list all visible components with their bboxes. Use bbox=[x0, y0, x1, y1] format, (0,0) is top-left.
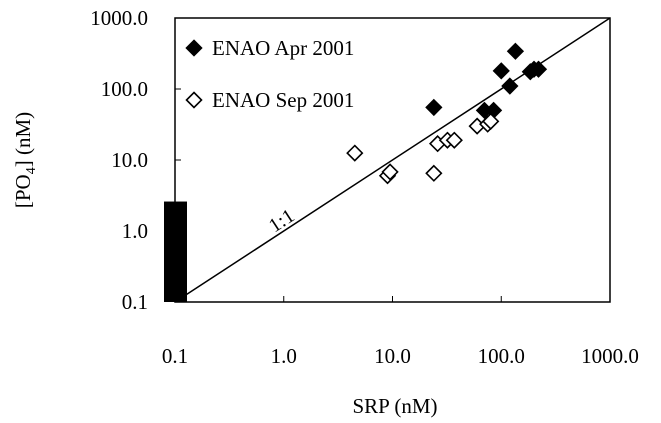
legend-marker-sep-2001 bbox=[185, 91, 203, 109]
y-tick-label: 1000.0 bbox=[90, 6, 148, 30]
x-tick-label: 0.1 bbox=[162, 344, 188, 368]
x-tick-label: 10.0 bbox=[374, 344, 411, 368]
apr-2001-point bbox=[492, 62, 510, 80]
x-axis-title: SRP (nM) bbox=[353, 394, 438, 418]
sep-2001-point bbox=[445, 131, 463, 149]
legend-entry-apr-2001: ENAO Apr 2001 bbox=[212, 36, 354, 60]
y-axis-title-main: [PO bbox=[11, 174, 35, 208]
y-tick-label: 0.1 bbox=[122, 290, 148, 314]
y-axis-title-tail: ] (nM) bbox=[11, 112, 35, 167]
apr-2001-point bbox=[425, 98, 443, 117]
y-tick-label: 100.0 bbox=[101, 77, 148, 101]
sep-2001-point bbox=[482, 112, 500, 131]
y-tick-label: 10.0 bbox=[111, 148, 148, 172]
apr-2001-point bbox=[529, 60, 548, 78]
y-tick-label: 1.0 bbox=[122, 219, 148, 243]
one-to-one-line bbox=[174, 17, 611, 303]
x-tick-label: 1000.0 bbox=[581, 344, 639, 368]
one-to-one-label: 1:1 bbox=[265, 205, 298, 237]
y-axis-title: [PO4] (nM) bbox=[11, 112, 39, 208]
sep-2001-point bbox=[381, 163, 399, 181]
y-axis-title-subscript: 4 bbox=[24, 167, 39, 174]
legend-entry-sep-2001: ENAO Sep 2001 bbox=[212, 88, 354, 112]
apr-2001-point bbox=[501, 77, 519, 95]
x-tick-label: 1.0 bbox=[271, 344, 297, 368]
legend-marker-apr-2001 bbox=[185, 39, 203, 57]
x-tick-label: 100.0 bbox=[478, 344, 525, 368]
apr-2001-point bbox=[506, 42, 525, 60]
sep-2001-point bbox=[425, 164, 443, 182]
sep-2001-point bbox=[346, 144, 364, 162]
